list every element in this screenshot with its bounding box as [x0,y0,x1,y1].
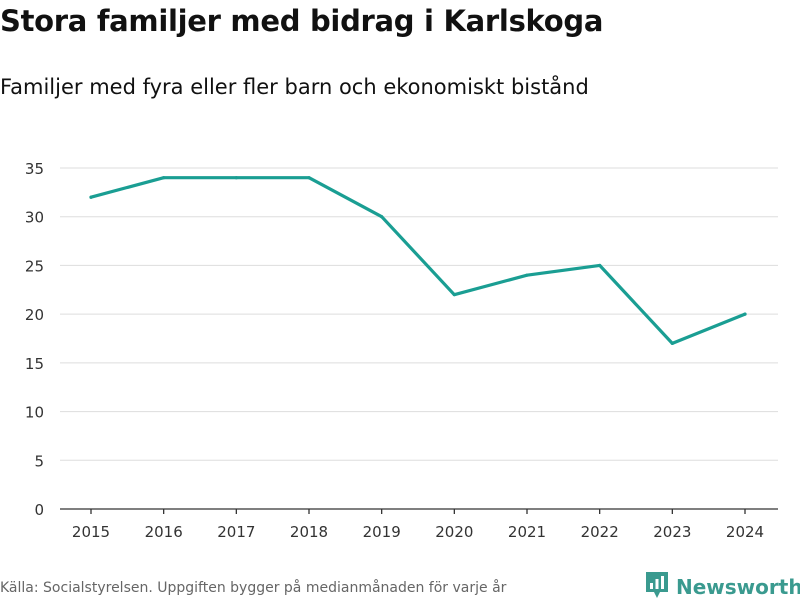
y-tick-label: 15 [25,355,44,373]
y-axis-ticks: 0 5 10 15 20 25 30 35 [25,160,44,519]
x-tick-label: 2023 [653,523,691,541]
x-tick-label: 2015 [72,523,110,541]
y-tick-label: 25 [25,257,44,275]
x-tick-label: 2019 [363,523,401,541]
data-point [234,176,238,180]
x-tick-label: 2018 [290,523,328,541]
data-point [743,312,747,316]
source-note: Källa: Socialstyrelsen. Uppgiften bygger… [0,580,507,596]
newsworthy-logo-icon [644,570,670,604]
x-tick-label: 2022 [581,523,619,541]
data-point [380,215,384,219]
y-tick-label: 35 [25,160,44,178]
y-tick-label: 0 [34,501,44,519]
y-tick-label: 20 [25,306,44,324]
y-tick-label: 10 [25,404,44,422]
data-point [307,176,311,180]
x-axis: 2015 2016 2017 2018 2019 2020 2021 2022 2023 2024 [60,508,778,541]
series-group [89,176,747,345]
x-tick-label: 2024 [726,523,764,541]
brand-name: Newsworthy [676,575,800,599]
chart-subtitle: Familjer med fyra eller fler barn och ek… [0,75,589,99]
data-point [89,195,93,199]
x-tick-label: 2021 [508,523,546,541]
data-point [670,341,674,345]
y-tick-label: 5 [34,452,44,470]
data-point [162,176,166,180]
y-tick-label: 30 [25,209,44,227]
x-tick-label: 2017 [217,523,255,541]
brand-logo: Newsworthy [644,570,800,604]
data-point [452,293,456,297]
gridlines [60,167,778,461]
x-tick-label: 2016 [145,523,183,541]
chart-title: Stora familjer med bidrag i Karlskoga [0,4,604,38]
x-tick-label: 2020 [435,523,473,541]
data-point [525,273,529,277]
series-line [89,176,747,345]
data-point [598,263,602,268]
